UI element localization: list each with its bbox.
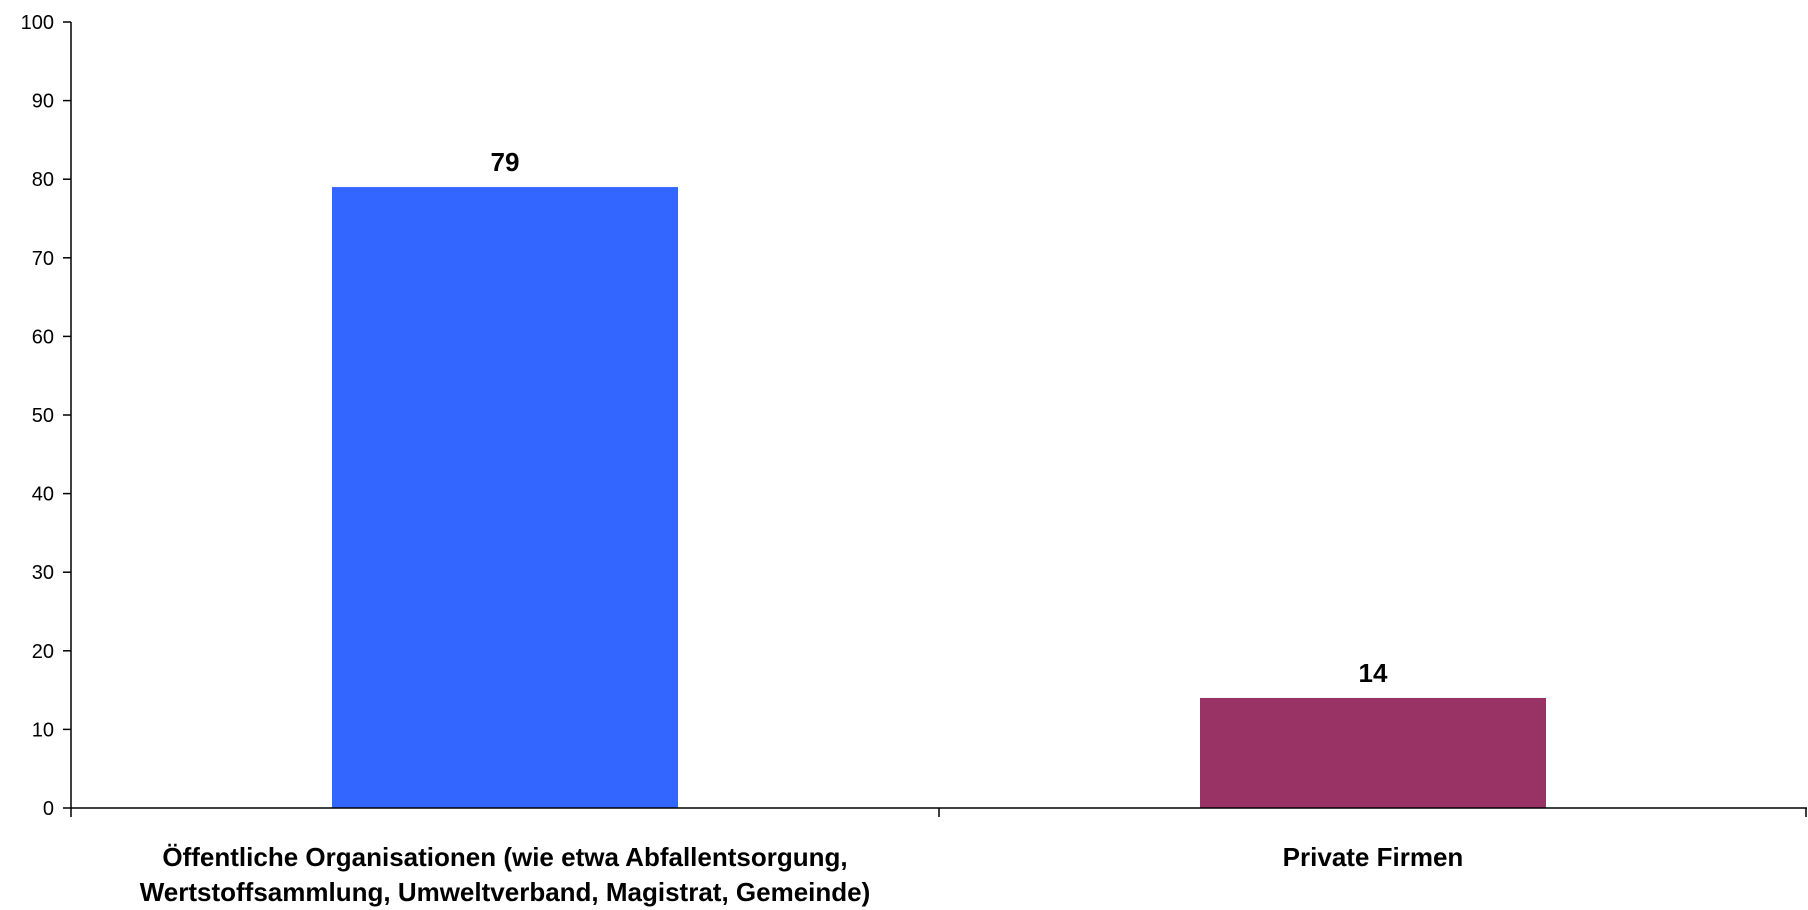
y-axis-ticks: 0 10 20 30 40 50 60 70 80 90 100: [21, 12, 71, 820]
y-tick-label: 80: [32, 169, 54, 191]
y-tick-label: 100: [21, 12, 54, 34]
bars-group: [332, 187, 1546, 808]
y-tick-label: 90: [32, 91, 54, 113]
y-tick-label: 70: [32, 248, 54, 270]
x-axis-category-labels: Öffentliche Organisationen (wie etwa Abf…: [140, 842, 1464, 907]
x-category-label: Wertstoffsammlung, Umweltverband, Magist…: [140, 877, 871, 907]
x-axis-ticks: [70, 808, 1807, 817]
x-category-label: Öffentliche Organisationen (wie etwa Abf…: [162, 842, 847, 872]
data-labels-group: 79 14: [491, 147, 1388, 688]
y-tick-label: 50: [32, 405, 54, 427]
bar-value-label: 14: [1359, 658, 1388, 688]
y-tick-label: 40: [32, 484, 54, 506]
y-tick-label: 30: [32, 562, 54, 584]
bar: [1200, 697, 1546, 808]
bar: [332, 187, 678, 808]
x-category-label: Private Firmen: [1283, 842, 1464, 872]
y-tick-label: 60: [32, 326, 54, 348]
y-tick-label: 0: [43, 798, 54, 820]
bar-value-label: 79: [491, 147, 520, 177]
y-tick-label: 10: [32, 719, 54, 741]
y-tick-label: 20: [32, 641, 54, 663]
